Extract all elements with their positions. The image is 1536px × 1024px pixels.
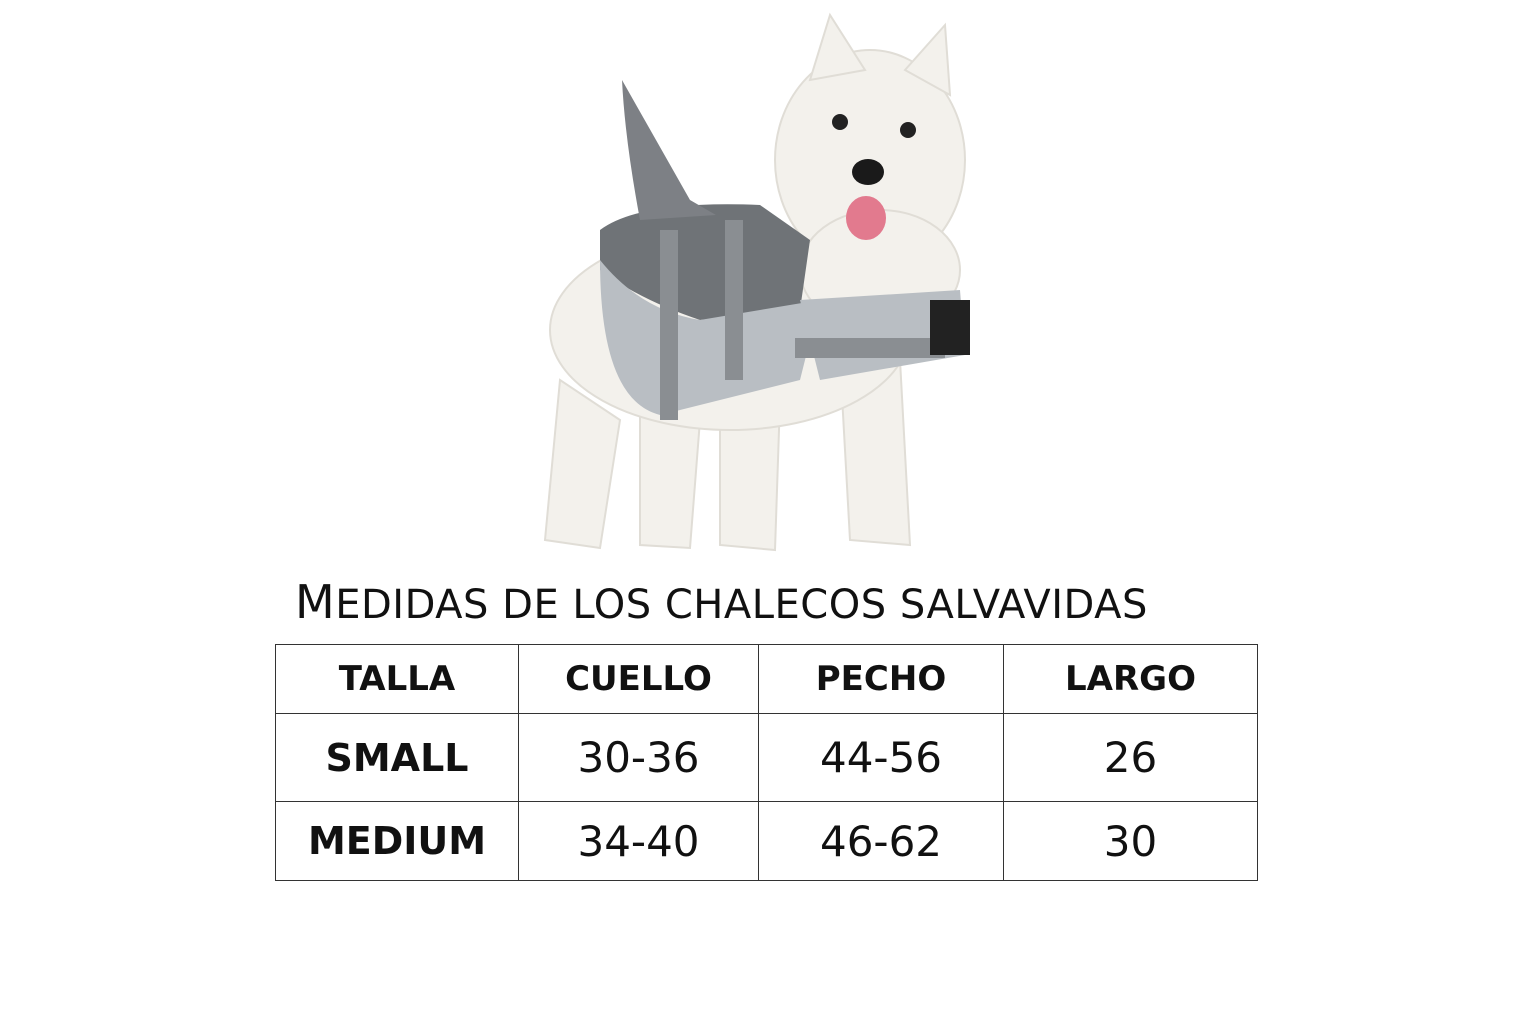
table-header-row: TALLA CUELLO PECHO LARGO [275, 644, 1258, 714]
table-row: SMALL 30-36 44-56 26 [275, 713, 1258, 802]
header-largo: LARGO [1003, 644, 1258, 714]
header-talla: TALLA [275, 644, 519, 714]
header-cuello: CUELLO [518, 644, 759, 714]
cell-pecho: 46-62 [758, 801, 1004, 881]
size-table: TALLA CUELLO PECHO LARGO SMALL 30-36 44-… [275, 644, 1258, 881]
cell-largo: 30 [1003, 801, 1258, 881]
title-rest: EDIDAS DE LOS CHALECOS SALVAVIDAS [335, 582, 1148, 628]
header-pecho: PECHO [758, 644, 1004, 714]
cell-largo: 26 [1003, 713, 1258, 802]
dog-shark-vest-image [543, 12, 970, 552]
cell-size: SMALL [275, 713, 519, 802]
cell-pecho: 44-56 [758, 713, 1004, 802]
cell-cuello: 30-36 [518, 713, 759, 802]
page-title: MEDIDAS DE LOS CHALECOS SALVAVIDAS [295, 575, 1148, 629]
cell-size: MEDIUM [275, 801, 519, 881]
cell-cuello: 34-40 [518, 801, 759, 881]
table-row: MEDIUM 34-40 46-62 30 [275, 801, 1258, 881]
title-initial: M [295, 575, 336, 629]
